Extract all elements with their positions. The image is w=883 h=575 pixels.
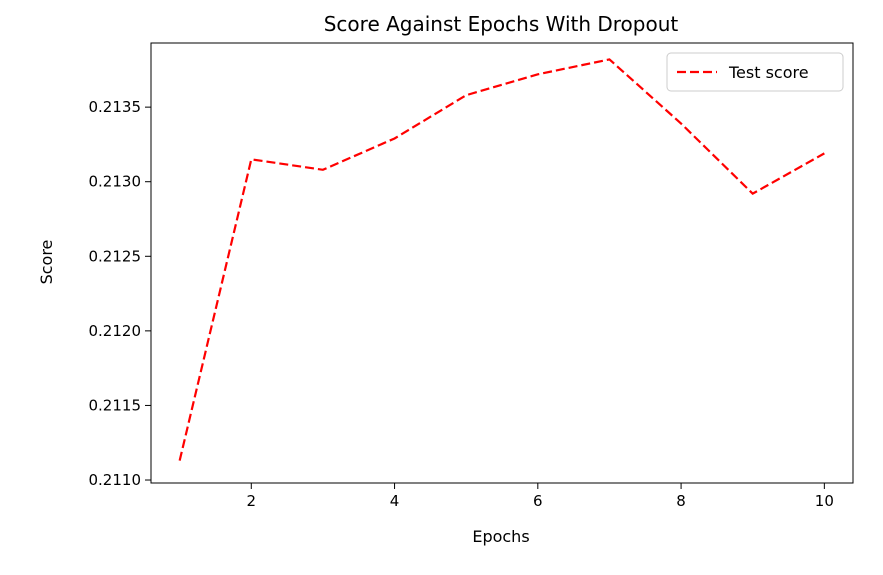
y-tick-label: 0.2120: [89, 322, 142, 340]
y-tick-label: 0.2135: [89, 98, 142, 116]
plot-area: 2 4 6 8 10 0.2110 0.2115 0.2120 0.2125 0.2130 0.21…: [89, 42, 854, 510]
x-tick-label: 2: [247, 492, 257, 510]
y-tick-label: 0.2110: [89, 471, 142, 489]
x-axis-label: Epochs: [472, 527, 529, 546]
y-tick-label: 0.2125: [89, 247, 142, 265]
x-tick-label: 4: [390, 492, 400, 510]
y-tick-label: 0.2130: [89, 173, 142, 191]
x-tick-label: 8: [676, 492, 686, 510]
x-tick-label: 10: [815, 492, 834, 510]
legend-label: Test score: [728, 63, 809, 82]
plot-frame: [150, 42, 854, 484]
y-tick-label: 0.2115: [89, 396, 142, 414]
series-line-1: [178, 58, 825, 461]
legend-box: [666, 52, 844, 92]
y-axis-label: Score: [37, 240, 56, 285]
x-tick-label: 6: [533, 492, 543, 510]
chart-title: Score Against Epochs With Dropout: [324, 12, 679, 36]
